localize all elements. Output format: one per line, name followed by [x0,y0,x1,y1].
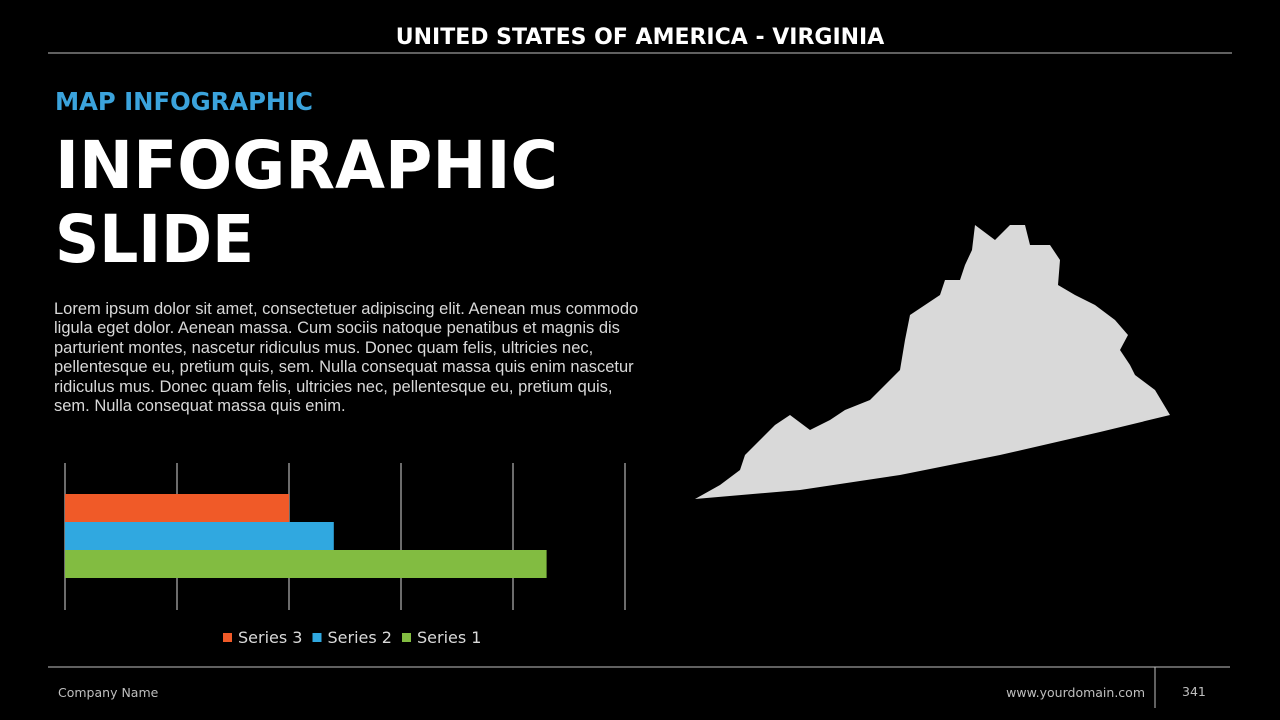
legend-label: Series 3 [238,628,302,647]
bar [65,494,289,522]
virginia-map [695,225,1170,499]
footer-company: Company Name [58,685,159,700]
footer-domain: www.yourdomain.com [1006,685,1145,700]
legend-swatch [312,633,322,642]
legend-swatch [223,633,232,642]
legend-label: Series 2 [328,628,392,647]
headline-line: SLIDE [55,201,254,278]
bar-chart: Series 1 Series 2 Series 3 [64,463,626,647]
bar [65,522,334,550]
legend-label: Series 1 [417,628,481,647]
kicker: MAP INFOGRAPHIC [55,87,313,116]
header-title: UNITED STATES OF AMERICA - VIRGINIA [396,25,885,50]
page-number: 341 [1182,684,1206,699]
legend-swatch [402,633,411,642]
bar [65,550,547,578]
headline-line: INFOGRAPHIC [55,127,558,204]
body-text: Lorem ipsum dolor sit amet, consectetuer… [54,300,639,416]
